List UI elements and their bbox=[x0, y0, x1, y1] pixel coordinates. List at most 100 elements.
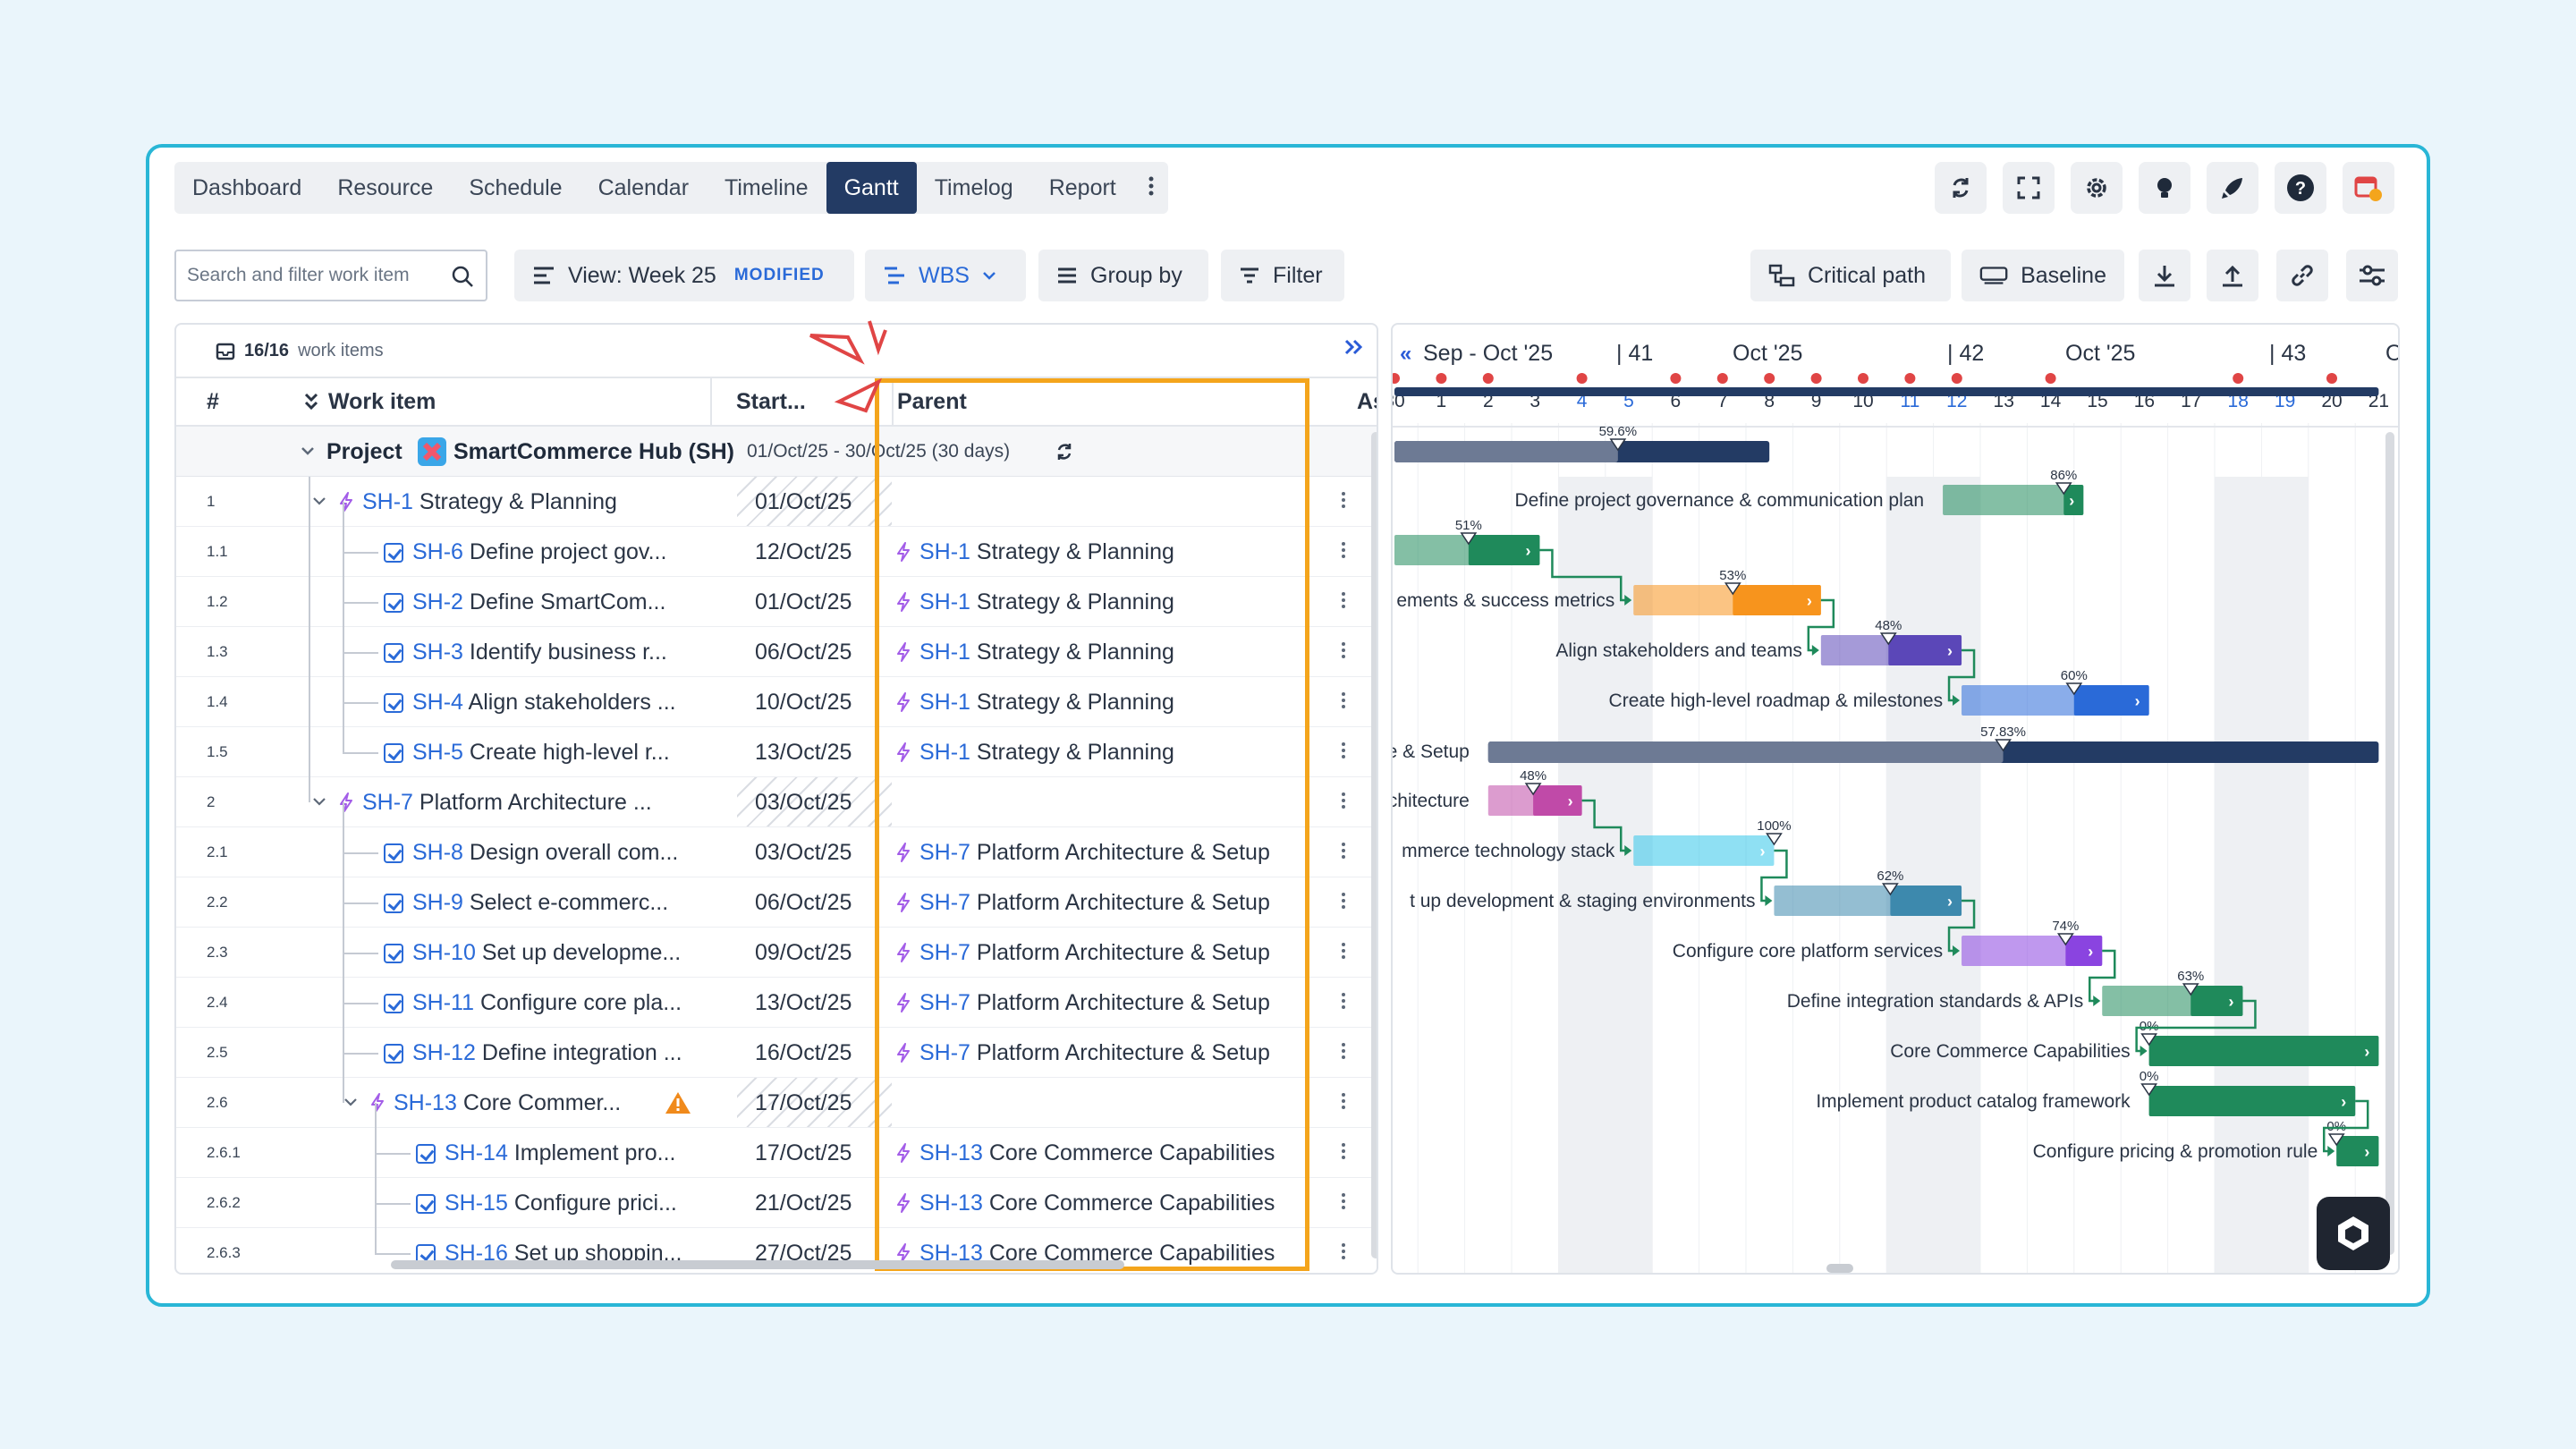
view-selector-button[interactable]: View: Week 25 MODIFIED bbox=[514, 250, 854, 301]
start-date-cell[interactable]: 06/Oct/25 bbox=[755, 640, 852, 665]
parent-cell[interactable]: SH-13 Core Commerce Capabilities bbox=[894, 1178, 1275, 1228]
tab-timeline[interactable]: Timeline bbox=[724, 175, 809, 200]
double-chevron-right-icon[interactable] bbox=[1343, 335, 1366, 363]
col-assignee-header[interactable]: As bbox=[1357, 389, 1377, 414]
start-date-cell[interactable]: 17/Oct/25 bbox=[755, 1140, 852, 1165]
work-item-key[interactable]: SH-4 bbox=[412, 690, 463, 715]
start-date-cell[interactable]: 03/Oct/25 bbox=[755, 840, 852, 865]
row-menu-icon[interactable] bbox=[1342, 790, 1347, 811]
start-date-cell[interactable]: 13/Oct/25 bbox=[755, 990, 852, 1015]
table-row[interactable]: 2.5 SH-12 Define integration ... 16/Oct/25… bbox=[176, 1028, 1377, 1078]
work-item-cell[interactable]: SH-6 Define project gov... bbox=[384, 527, 666, 577]
parent-cell[interactable]: SH-7 Platform Architecture & Setup bbox=[894, 928, 1270, 978]
sync-icon[interactable] bbox=[1935, 162, 1987, 214]
search-input[interactable]: Search and filter work item bbox=[174, 250, 487, 301]
work-item-key[interactable]: SH-14 bbox=[445, 1140, 508, 1165]
work-item-cell[interactable]: SH-7 Platform Architecture ... bbox=[337, 777, 652, 827]
start-date-cell[interactable]: 01/Oct/25 bbox=[737, 477, 892, 526]
row-menu-icon[interactable] bbox=[1342, 890, 1347, 911]
chevron-down-icon[interactable] bbox=[312, 496, 326, 506]
parent-cell[interactable]: SH-13 Core Commerce Capabilities bbox=[894, 1128, 1275, 1178]
work-item-key[interactable]: SH-13 bbox=[394, 1090, 457, 1115]
tab-schedule[interactable]: Schedule bbox=[469, 175, 563, 200]
tab-calendar[interactable]: Calendar bbox=[597, 175, 690, 200]
tab-dashboard[interactable]: Dashboard bbox=[192, 175, 302, 200]
table-row[interactable]: 1 SH-1 Strategy & Planning 01/Oct/25 bbox=[176, 477, 1377, 527]
parent-cell[interactable]: SH-1 Strategy & Planning bbox=[894, 627, 1174, 677]
filter-button[interactable]: Filter bbox=[1221, 250, 1344, 301]
group-by-button[interactable]: Group by bbox=[1038, 250, 1208, 301]
row-menu-icon[interactable] bbox=[1342, 1040, 1347, 1062]
project-row[interactable]: Project SmartCommerce Hub (SH) 01/Oct/25… bbox=[176, 427, 1377, 477]
parent-cell[interactable]: SH-7 Platform Architecture & Setup bbox=[894, 1028, 1270, 1078]
table-row[interactable]: 2.6 SH-13 Core Commer... 17/Oct/25 bbox=[176, 1078, 1377, 1128]
tab-gantt[interactable]: Gantt bbox=[826, 162, 917, 214]
parent-cell[interactable]: SH-1 Strategy & Planning bbox=[894, 677, 1174, 727]
row-menu-icon[interactable] bbox=[1342, 990, 1347, 1012]
critical-path-button[interactable]: Critical path bbox=[1750, 250, 1951, 301]
vertical-ellipsis-icon[interactable] bbox=[1134, 162, 1168, 214]
row-menu-icon[interactable] bbox=[1342, 940, 1347, 962]
work-item-key[interactable]: SH-1 bbox=[362, 489, 413, 514]
refresh-icon[interactable] bbox=[1055, 442, 1074, 462]
work-item-cell[interactable]: SH-11 Configure core pla... bbox=[384, 978, 682, 1028]
work-item-key[interactable]: SH-7 bbox=[362, 790, 413, 815]
parent-cell[interactable]: SH-1 Strategy & Planning bbox=[894, 527, 1174, 577]
table-row[interactable]: 2.1 SH-8 Design overall com... 03/Oct/25 SH… bbox=[176, 827, 1377, 877]
work-item-cell[interactable]: SH-14 Implement pro... bbox=[416, 1128, 675, 1178]
col-work-item-header[interactable]: Work item bbox=[303, 378, 436, 425]
gantt-vertical-scrollbar[interactable] bbox=[2385, 432, 2394, 1255]
collapse-all-icon[interactable] bbox=[303, 392, 319, 411]
work-item-cell[interactable]: SH-2 Define SmartCom... bbox=[384, 577, 665, 627]
row-menu-icon[interactable] bbox=[1342, 1191, 1347, 1212]
lightbulb-icon[interactable] bbox=[2139, 162, 2190, 214]
col-parent-header[interactable]: Parent bbox=[897, 389, 967, 414]
parent-cell[interactable]: SH-1 Strategy & Planning bbox=[894, 727, 1174, 777]
parent-cell[interactable]: SH-7 Platform Architecture & Setup bbox=[894, 978, 1270, 1028]
work-item-cell[interactable]: SH-8 Design overall com... bbox=[384, 827, 678, 877]
table-row[interactable]: 2.3 SH-10 Set up developme... 09/Oct/25 SH-… bbox=[176, 928, 1377, 978]
table-row[interactable]: 2.2 SH-9 Select e-commerc... 06/Oct/25 SH-7… bbox=[176, 877, 1377, 928]
table-row[interactable]: 1.1 SH-6 Define project gov... 12/Oct/25 SH… bbox=[176, 527, 1377, 577]
table-row[interactable]: 2.6.2 SH-15 Configure prici... 21/Oct/25 SH… bbox=[176, 1178, 1377, 1228]
work-item-key[interactable]: SH-15 bbox=[445, 1191, 508, 1216]
row-menu-icon[interactable] bbox=[1342, 589, 1347, 611]
work-item-cell[interactable]: SH-15 Configure prici... bbox=[416, 1178, 677, 1228]
work-item-cell[interactable]: SH-4 Align stakeholders ... bbox=[384, 677, 676, 727]
start-date-cell[interactable]: 06/Oct/25 bbox=[755, 890, 852, 915]
table-row[interactable]: 2.6.1 SH-14 Implement pro... 17/Oct/25 SH-1… bbox=[176, 1128, 1377, 1178]
gear-icon[interactable] bbox=[2071, 162, 2123, 214]
wbs-button[interactable]: WBS bbox=[865, 250, 1026, 301]
settings-sliders-icon[interactable] bbox=[2346, 250, 2398, 301]
chevron-down-icon[interactable] bbox=[312, 796, 326, 807]
start-date-cell[interactable]: 13/Oct/25 bbox=[755, 740, 852, 765]
work-item-cell[interactable]: SH-13 Core Commer... bbox=[369, 1078, 621, 1128]
start-date-cell[interactable]: 01/Oct/25 bbox=[755, 589, 852, 614]
row-menu-icon[interactable] bbox=[1342, 489, 1347, 511]
work-item-key[interactable]: SH-3 bbox=[412, 640, 463, 665]
work-item-key[interactable]: SH-2 bbox=[412, 589, 463, 614]
grid-vertical-scrollbar[interactable] bbox=[1371, 432, 1377, 1258]
start-date-cell[interactable]: 03/Oct/25 bbox=[737, 777, 892, 826]
start-date-cell[interactable]: 17/Oct/25 bbox=[737, 1078, 892, 1127]
col-start-header[interactable]: Start... bbox=[736, 389, 806, 414]
download-icon[interactable] bbox=[2139, 250, 2190, 301]
work-item-key[interactable]: SH-8 bbox=[412, 840, 463, 865]
start-date-cell[interactable]: 21/Oct/25 bbox=[755, 1191, 852, 1216]
work-item-key[interactable]: SH-10 bbox=[412, 940, 476, 965]
work-item-cell[interactable]: SH-9 Select e-commerc... bbox=[384, 877, 668, 928]
link-icon[interactable] bbox=[2276, 250, 2328, 301]
work-item-key[interactable]: SH-6 bbox=[412, 539, 463, 564]
table-row[interactable]: 1.3 SH-3 Identify business r... 06/Oct/25 S… bbox=[176, 627, 1377, 677]
row-menu-icon[interactable] bbox=[1342, 640, 1347, 661]
start-date-cell[interactable]: 09/Oct/25 bbox=[755, 940, 852, 965]
work-item-key[interactable]: SH-5 bbox=[412, 740, 463, 765]
grid-horizontal-scrollbar[interactable] bbox=[391, 1260, 1124, 1269]
work-item-cell[interactable]: SH-12 Define integration ... bbox=[384, 1028, 682, 1078]
help-icon[interactable]: ? bbox=[2275, 162, 2326, 214]
baseline-button[interactable]: Baseline bbox=[1962, 250, 2124, 301]
tab-report[interactable]: Report bbox=[1048, 175, 1116, 200]
start-date-cell[interactable]: 10/Oct/25 bbox=[755, 690, 852, 715]
row-menu-icon[interactable] bbox=[1342, 740, 1347, 761]
row-menu-icon[interactable] bbox=[1342, 690, 1347, 711]
